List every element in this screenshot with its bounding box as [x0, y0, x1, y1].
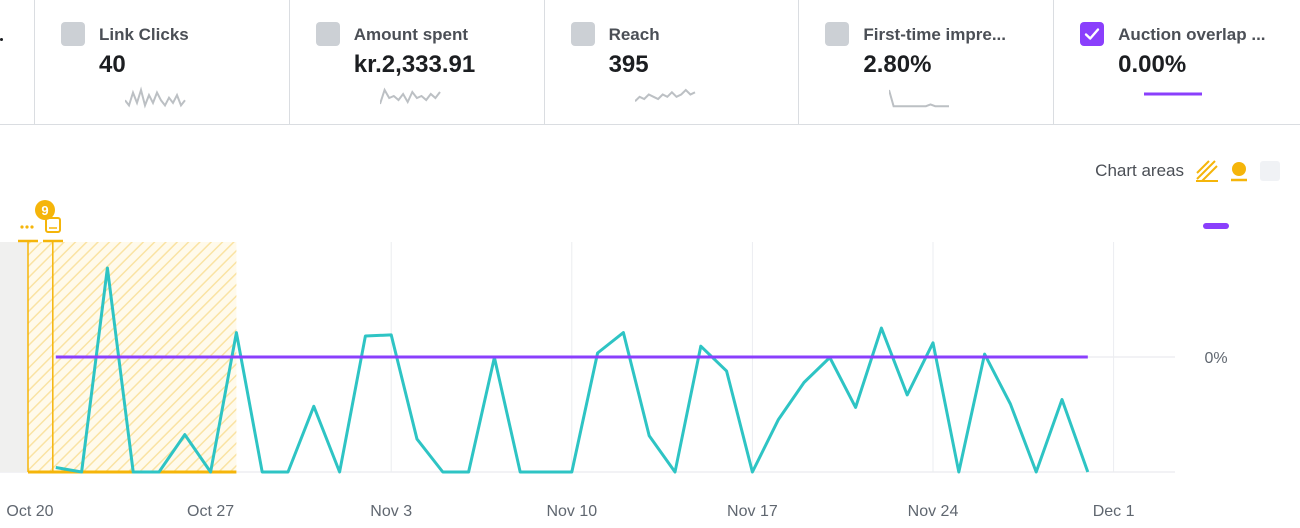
metric-checkbox-checked[interactable] [1080, 22, 1105, 46]
x-tick-label: Oct 20 [6, 503, 53, 520]
sparkline-path [379, 87, 441, 105]
ellipsis-fragment [0, 38, 3, 41]
y-tick-label: 0% [1204, 350, 1227, 367]
metric-checkbox[interactable] [825, 22, 850, 46]
metric-checkbox[interactable] [570, 22, 595, 46]
metric-label: Auction overlap ... [1118, 25, 1266, 44]
metric-value: 40 [98, 51, 126, 78]
x-tick-label: Dec 1 [1093, 503, 1135, 520]
grey-area [0, 242, 28, 472]
chart-areas-toolbar: Chart areas [1095, 160, 1280, 182]
ellipsis-icon[interactable] [18, 225, 38, 243]
blank-area-toggle[interactable] [1260, 161, 1280, 181]
hatched-area-toggle[interactable] [1196, 160, 1218, 182]
metric-checkbox[interactable] [60, 22, 85, 46]
chart-annotation[interactable]: 9 [18, 200, 63, 243]
x-tick-label: Nov 10 [546, 503, 597, 520]
checkmark-icon [1084, 28, 1100, 40]
marker-toggle[interactable] [1228, 160, 1250, 182]
sparkline-path [124, 86, 186, 109]
metric-card-auction-overlap[interactable]: Auction overlap ... 0.00% [1054, 0, 1300, 124]
sparkline-path [634, 88, 695, 103]
x-axis-ticks: Oct 20 Oct 27 Nov 3 Nov 10 Nov 17 Nov 24 Dec 1 [6, 503, 1134, 520]
sparkline-path [889, 89, 950, 108]
metric-value: 395 [608, 51, 649, 78]
chart-areas-label: Chart areas [1095, 161, 1184, 180]
sparkline [1144, 92, 1203, 96]
metric-label: Reach [608, 25, 660, 44]
metric-label: Link Clicks [98, 25, 189, 44]
hatch-icon [1196, 160, 1218, 182]
metric-checkbox[interactable] [315, 22, 340, 46]
metric-card-reach[interactable]: Reach 395 [545, 0, 800, 124]
metric-label: Amount spent [353, 25, 469, 44]
y-axis-ticks: 0% [1204, 350, 1227, 367]
metric-card-partial [0, 0, 35, 124]
annotation-count: 9 [41, 203, 48, 218]
tablet-icon[interactable] [43, 217, 63, 243]
legend-swatch-auction-overlap [1203, 223, 1229, 229]
line-chart: Oct 20 Oct 27 Nov 3 Nov 10 Nov 17 Nov 24 Dec 1… [0, 200, 1229, 520]
series-line-teal [55, 266, 1090, 474]
x-tick-label: Nov 3 [370, 503, 412, 520]
sparkline [379, 87, 441, 105]
metric-card-first-time-impressions[interactable]: First-time impre... 2.80% [799, 0, 1055, 124]
metric-value: 2.80% [863, 51, 932, 78]
pin-icon [1231, 162, 1247, 182]
sparkline [889, 89, 950, 108]
sparkline [634, 88, 695, 103]
annotation-count-badge[interactable] [35, 200, 55, 220]
sparkline [124, 86, 186, 109]
metric-value: kr.2,333.91 [353, 51, 476, 78]
x-tick-label: Nov 17 [727, 503, 778, 520]
metric-card-link-clicks[interactable]: Link Clicks 40 [35, 0, 290, 124]
chart-series [55, 266, 1090, 474]
metrics-bar: Link Clicks 40 Amount spent kr.2,333.91 … [0, 0, 1300, 125]
x-tick-label: Oct 27 [187, 503, 234, 520]
metric-card-amount-spent[interactable]: Amount spent kr.2,333.91 [290, 0, 545, 124]
metric-label: First-time impre... [863, 25, 1006, 44]
metric-value: 0.00% [1118, 51, 1187, 78]
x-tick-label: Nov 24 [908, 503, 959, 520]
